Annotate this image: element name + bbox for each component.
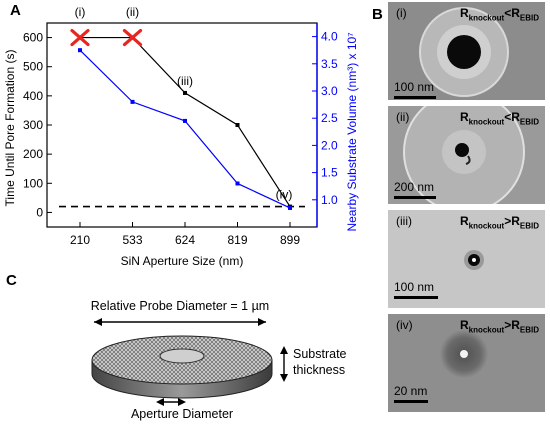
chart-ticks-group: 0 100 200 300 400 500 600 1.0 1.5 2.0 2.5 3.0 3.5 4.0… [23, 30, 338, 247]
chart-series-group: (i) (ii) (iii) (iv) [59, 5, 305, 210]
micrograph-iv-image [388, 314, 545, 412]
substrate-volume-point [78, 48, 82, 53]
radius-comparison: Rknockout>REBID [459, 318, 539, 335]
micrograph-iii: (iii) Rknockout>REBID 100 nm [388, 210, 545, 308]
micrograph-label: (iv) [396, 318, 413, 332]
substrate-volume-point [130, 99, 135, 104]
micrograph-i-image [388, 2, 545, 100]
scale-bar [394, 296, 438, 299]
y-tick-label-right: 2.0 [321, 138, 338, 152]
panel-c-schematic: Relative Probe Diameter = 1 µm Substrate… [91, 299, 347, 421]
y-tick-label-left: 600 [23, 31, 43, 45]
micrograph-iv: (iv) Rknockout>REBID 20 nm [388, 314, 545, 412]
x-tick-label: 899 [280, 233, 300, 247]
pore [455, 143, 469, 157]
y-tick-label-left: 0 [36, 205, 43, 219]
scale-bar [394, 196, 436, 199]
scale-bar [394, 96, 436, 99]
panel-letter-a: A [10, 2, 21, 19]
point-annotation: (iv) [276, 188, 293, 202]
probe-diameter-label: Relative Probe Diameter = 1 µm [91, 299, 269, 313]
pore-time-point [183, 90, 187, 95]
panel-letter-c: C [6, 272, 17, 289]
micrograph-ii-image [388, 106, 545, 204]
thickness-arrow [280, 346, 288, 382]
x-tick-label: 210 [70, 233, 90, 247]
y-tick-label-right: 2.5 [321, 111, 338, 125]
pore [447, 35, 481, 69]
thickness-label-line1: Substrate [293, 347, 347, 361]
failed-marker-stroke [122, 28, 143, 47]
point-annotation: (i) [75, 5, 86, 19]
radius-comparison: Rknockout>REBID [459, 214, 539, 231]
pore [460, 350, 468, 358]
panel-a-chart: (i) (ii) (iii) (iv) 0 100 200 300 400 500 600 1.0 1… [3, 5, 359, 268]
scale-bar-label: 100 nm [394, 280, 435, 294]
x-tick-label: 533 [122, 233, 142, 247]
scale-bar [394, 400, 428, 403]
substrate-volume-point [288, 205, 292, 210]
micrograph-label: (ii) [396, 110, 410, 124]
substrate-disk [91, 335, 273, 399]
y-axis-label-right: Nearby Substrate Volume (nm³) x 10⁷ [345, 32, 359, 231]
y-tick-label-left: 300 [23, 118, 43, 132]
micrograph-iii-image [388, 210, 545, 308]
y-tick-label-right: 3.0 [321, 84, 338, 98]
aperture-diameter-label: Aperture Diameter [131, 407, 233, 421]
thickness-label-line2: thickness [293, 363, 345, 377]
pore-time-point [235, 123, 240, 127]
substrate-volume-point [183, 118, 187, 123]
y-tick-label-right: 3.5 [321, 57, 338, 71]
aperture [159, 348, 205, 364]
substrate-volume-point [235, 181, 240, 186]
y-tick-label-right: 1.5 [321, 166, 338, 180]
aperture-arrow [156, 398, 186, 406]
scale-bar-label: 20 nm [394, 384, 428, 398]
panel-letter-b: B [372, 6, 383, 23]
failed-marker-x [70, 28, 90, 47]
x-axis-label: SiN Aperture Size (nm) [121, 254, 244, 268]
micrograph-label: (i) [396, 6, 407, 20]
scale-bar-label: 100 nm [394, 80, 435, 94]
probe-diameter-arrow [94, 318, 266, 326]
y-tick-label-left: 400 [23, 89, 43, 103]
x-tick-label: 819 [227, 233, 247, 247]
micrograph-i: (i) Rknockout<REBID 100 nm [388, 2, 545, 100]
micrograph-label: (iii) [396, 214, 412, 228]
micrograph-ii: (ii) Rknockout<REBID 200 nm [388, 106, 545, 204]
y-tick-label-left: 100 [23, 176, 43, 190]
failed-marker-stroke [70, 28, 90, 47]
y-tick-label-right: 4.0 [321, 30, 338, 44]
point-annotation: (ii) [126, 5, 139, 19]
failed-marker-x [122, 28, 143, 47]
y-tick-label-left: 200 [23, 147, 43, 161]
radius-comparison: Rknockout<REBID [459, 6, 539, 23]
scale-bar-label: 200 nm [394, 180, 435, 194]
point-annotation: (iii) [177, 74, 193, 88]
y-tick-label-left: 500 [23, 60, 43, 74]
y-axis-label-left: Time Until Pore Formation (s) [3, 50, 17, 207]
radius-comparison: Rknockout<REBID [459, 110, 539, 127]
y-tick-label-right: 1.0 [321, 193, 338, 207]
x-tick-label: 624 [175, 233, 195, 247]
